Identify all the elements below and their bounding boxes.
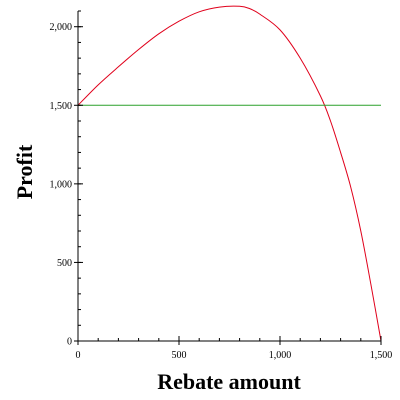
y-tick-label: 1,500 — [50, 101, 73, 112]
y-tick-label: 0 — [67, 337, 72, 348]
x-axis-title: Rebate amount — [157, 369, 301, 394]
x-tick-label: 500 — [172, 350, 187, 361]
y-tick-label: 500 — [57, 258, 72, 269]
tick-labels: 0 500 1,000 1,500 2,000 0 500 1,000 1,500 — [50, 22, 393, 361]
series-layer — [77, 5, 382, 342]
minor-ticks — [77, 10, 382, 342]
y-tick-label: 2,000 — [50, 22, 73, 33]
x-tick-label: 1,500 — [370, 350, 393, 361]
x-tick-label: 0 — [76, 350, 81, 361]
y-tick-label: 1,000 — [50, 179, 73, 190]
profit-curve — [77, 5, 382, 342]
x-tick-label: 1,000 — [269, 350, 292, 361]
y-axis-title: Profit — [12, 144, 37, 199]
major-ticks — [74, 26, 382, 345]
